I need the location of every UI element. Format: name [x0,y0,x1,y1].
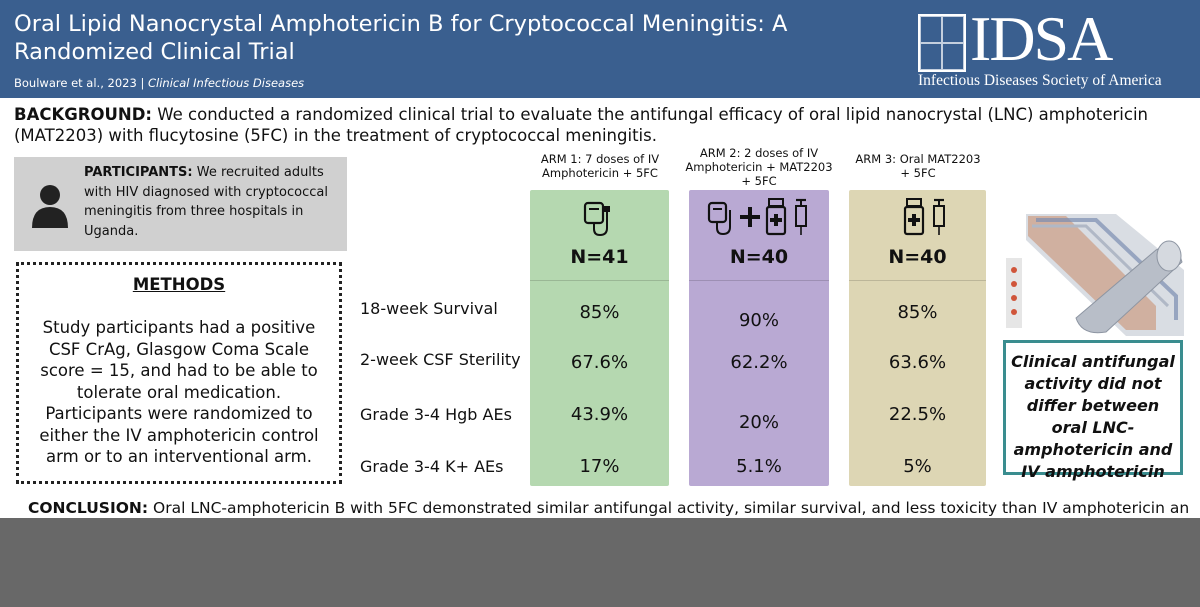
iv-bag-icon [707,201,731,236]
callout-text: Clinical antifungal activity did not dif… [1011,352,1175,481]
arm3-header-line1: ARM 3: Oral MAT2203 [855,152,981,166]
participants-label: PARTICIPANTS: [84,165,193,180]
arm3-csf-sterility: 63.6% [888,352,947,373]
person-icon [32,185,68,228]
arm2-column: N=40 90% 62.2% 20% 5.1% [689,190,829,486]
logo-wordmark: IDSA [970,3,1113,74]
arm3-header: ARM 3: Oral MAT2203 + 5FC [840,152,996,180]
arm3-hgb-aes: 22.5% [888,404,947,425]
methods-title: METHODS [132,275,226,294]
arm3-kplus-aes: 5% [903,456,932,477]
conclusion-text: Oral LNC-amphotericin B with 5FC demonst… [153,499,1188,517]
arm2-n: N=40 [729,246,789,268]
conclusion: CONCLUSION: Oral LNC-amphotericin B with… [28,498,1188,518]
arm1-header: ARM 1: 7 doses of IV Amphotericin + 5FC [522,152,678,180]
key-finding-callout: Clinical antifungal activity did not dif… [1003,340,1183,481]
arm2-divider [689,280,829,281]
arm3-n: N=40 [888,246,947,268]
methods-box: METHODS Study participants had a positiv… [16,262,342,484]
background-label: BACKGROUND: [14,105,153,124]
participants-text: PARTICIPANTS: We recruited adults with H… [84,163,344,241]
citation-separator: | [140,76,145,90]
arm1-divider [530,280,669,281]
citation-journal: Clinical Infectious Diseases [147,76,305,90]
arm3-header-line2: + 5FC [900,166,936,180]
idsa-logo-icon [918,14,966,72]
header-banner [0,0,1200,98]
arm1-header-line2: Amphotericin + 5FC [542,166,658,180]
arm2-header-line2: Amphotericin + MAT2203 [685,160,833,174]
pill-bottle-icon [765,198,787,236]
arm2-kplus-aes: 5.1% [736,456,782,477]
arm2-csf-sterility: 62.2% [730,352,788,373]
iv-bag-icon [583,201,610,237]
background-section: BACKGROUND: We conducted a randomized cl… [14,104,1184,146]
row-label-survival: 18-week Survival [360,299,498,318]
participants-body: We recruited adults with HIV diagnosed w… [84,165,328,239]
arm2-header-line3: + 5FC [741,174,777,188]
arm2-header-line1: ARM 2: 2 doses of IV [699,146,819,160]
page-title: Oral Lipid Nanocrystal Amphotericin B fo… [14,11,788,65]
arm2-header: ARM 2: 2 doses of IV Amphotericin + MAT2… [678,146,840,188]
arm1-survival: 85% [579,302,620,323]
pill-bottle-icon [903,198,925,236]
arm1-column: N=41 85% 67.6% 43.9% 17% [530,190,669,486]
syringe-icon [933,198,945,235]
arm2-survival: 90% [738,310,779,331]
arm3-survival: 85% [897,302,938,323]
nanocrystal-illustration [1006,210,1184,336]
row-label-csf-sterility: 2-week CSF Sterility [360,350,521,369]
logo-subtitle: Infectious Diseases Society of America [918,72,1162,89]
methods-text: Study participants had a positive CSF Cr… [39,318,319,466]
arm2-hgb-aes: 20% [738,412,779,433]
arm1-header-line1: ARM 1: 7 doses of IV [540,152,660,166]
arm1-hgb-aes: 43.9% [570,404,629,425]
arm3-divider [849,280,986,281]
row-label-hgb-aes: Grade 3-4 Hgb AEs [360,405,512,424]
plus-icon [740,207,760,227]
arm1-kplus-aes: 17% [579,456,620,477]
bottom-overlay-bar [0,518,1200,607]
arm1-n: N=41 [570,246,629,268]
arm3-column: N=40 85% 63.6% 22.5% 5% [849,190,986,486]
arm1-csf-sterility: 67.6% [570,352,629,373]
row-label-kplus-aes: Grade 3-4 K+ AEs [360,457,504,476]
syringe-icon [795,198,807,235]
citation-authors: Boulware et al., 2023 [14,76,137,90]
citation: Boulware et al., 2023 | Clinical Infecti… [14,76,304,90]
conclusion-label: CONCLUSION: [28,499,149,517]
participants-box: PARTICIPANTS: We recruited adults with H… [14,157,347,251]
background-text: We conducted a randomized clinical trial… [14,105,1148,145]
